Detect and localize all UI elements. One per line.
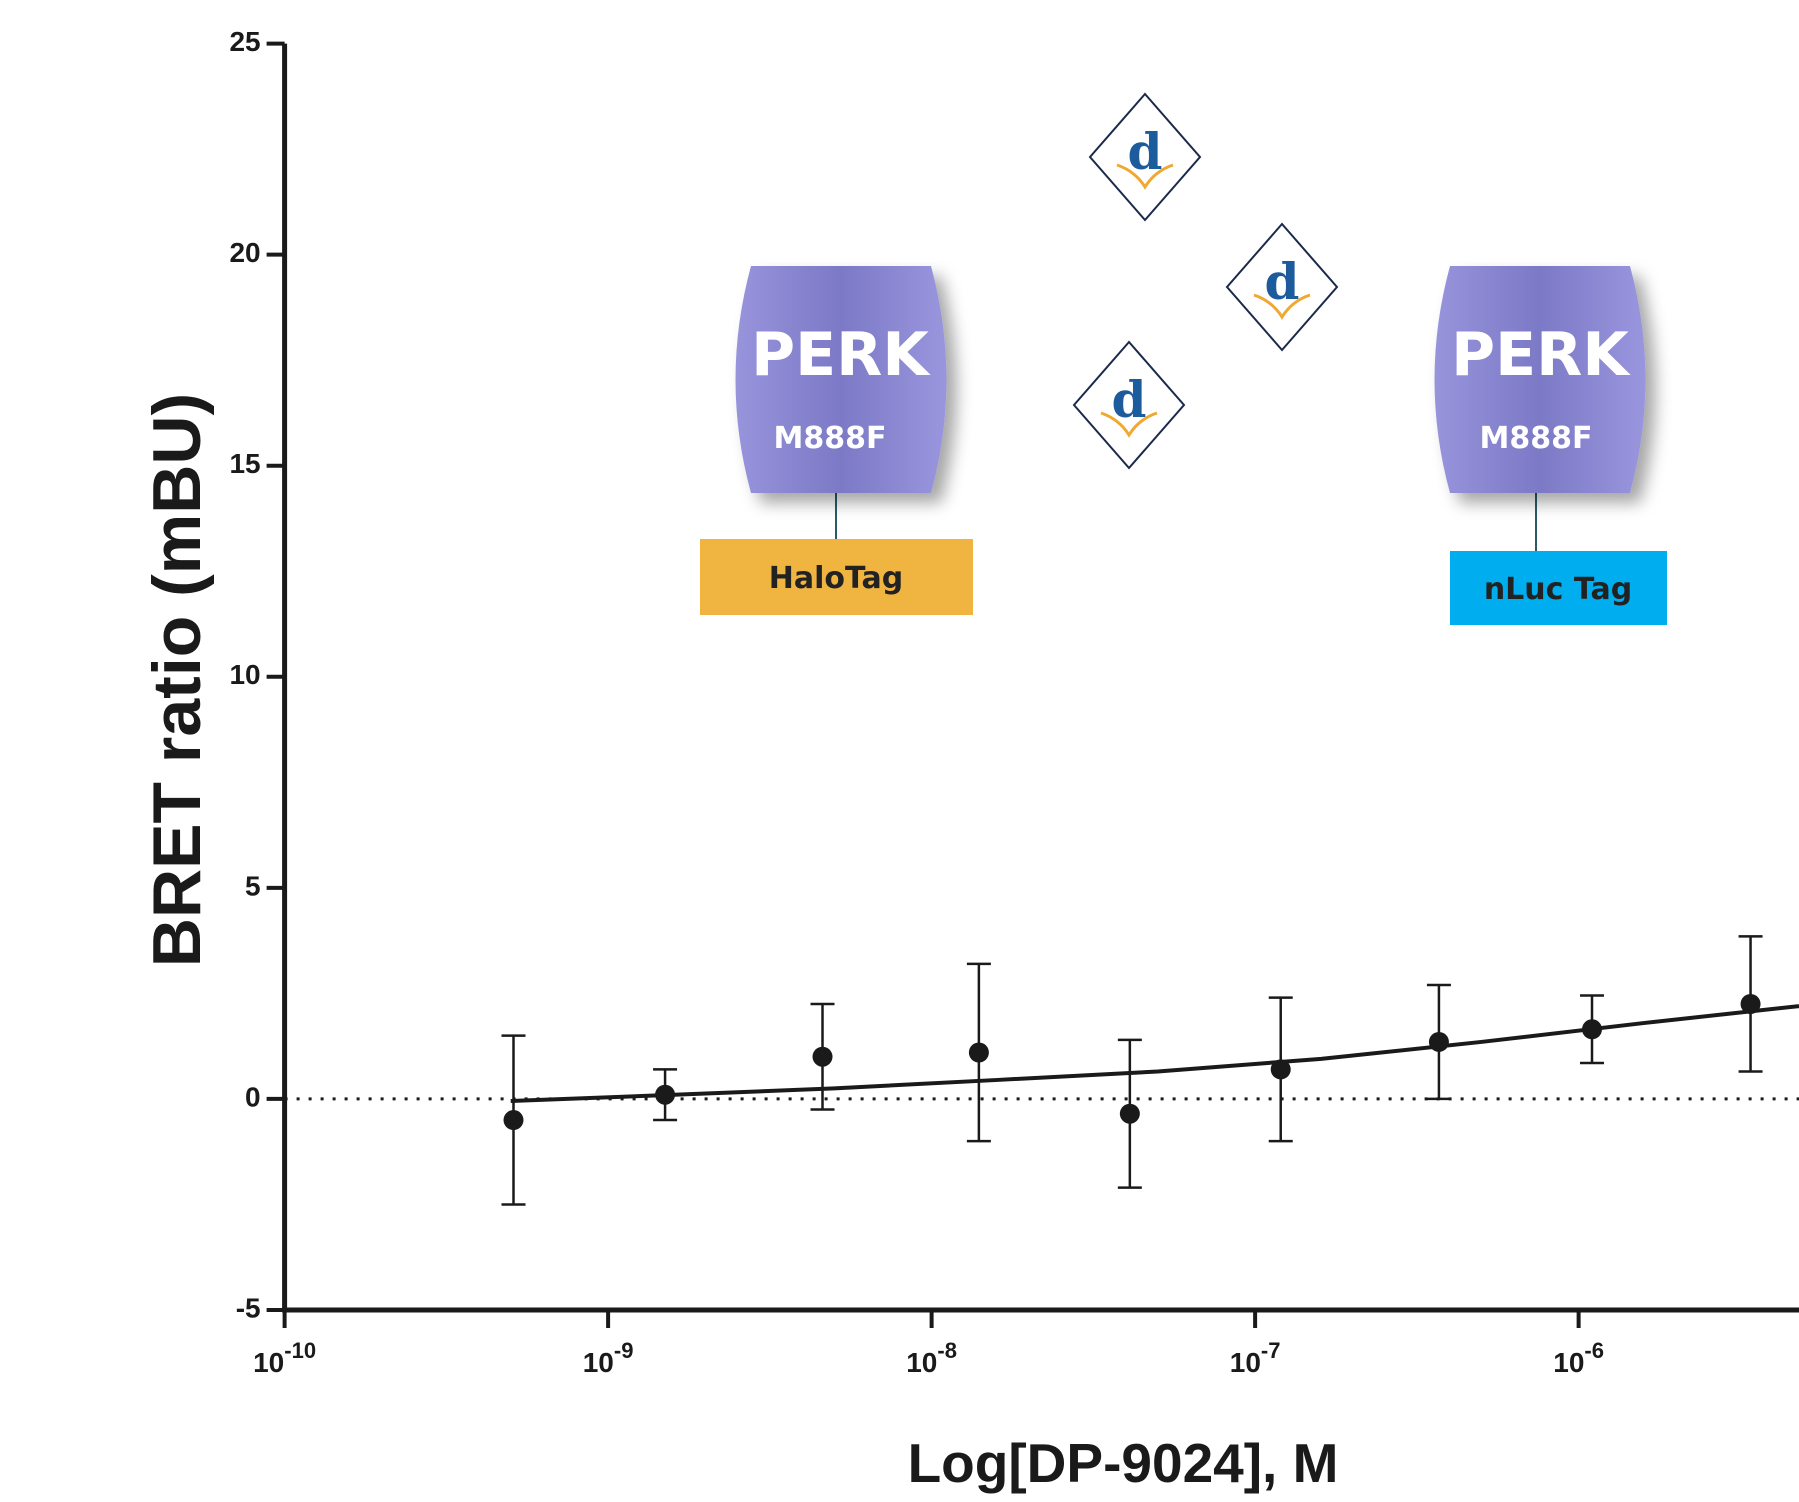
ligand-label: d: [1265, 252, 1300, 311]
point: [1119, 1103, 1140, 1124]
point: [655, 1084, 676, 1105]
y-tick-label: 25: [229, 26, 260, 57]
ligand-diamond: [1225, 222, 1339, 352]
y-axis-title: BRET ratio (mBU): [139, 393, 215, 967]
point: [1582, 1019, 1603, 1040]
ligand-diamond: [1088, 92, 1202, 222]
point: [968, 1042, 989, 1063]
protein-shape: [1434, 266, 1646, 493]
x-tick-label: 10-10: [253, 1338, 316, 1378]
ligand-swoosh: [1100, 411, 1158, 438]
point: [1740, 993, 1761, 1014]
protein-name: PERK: [1451, 320, 1631, 390]
ligand-swoosh: [1116, 163, 1174, 190]
tag-box: [1450, 551, 1667, 625]
point: [1428, 1031, 1449, 1052]
ligand-label: d: [1112, 370, 1147, 429]
y-tick-label: -5: [236, 1292, 261, 1323]
protein-mutation: M888F: [774, 421, 887, 456]
ligands: d d d: [1072, 92, 1339, 470]
x-tick-label: 10-6: [1553, 1338, 1604, 1378]
ligand-label: d: [1128, 122, 1163, 181]
tag-box: [700, 539, 973, 615]
diagram: PERK M888F HaloTag PERK M888F nLuc Tag: [700, 266, 1667, 625]
tag-label: nLuc Tag: [1484, 572, 1632, 607]
fit-curve: [510, 1004, 1799, 1104]
tag-label: HaloTag: [769, 561, 904, 596]
y-tick-label: 20: [229, 237, 260, 268]
x-tick-label: 10-8: [906, 1338, 957, 1378]
y-tick-label: 0: [245, 1081, 261, 1112]
ligand-diamond: [1072, 340, 1186, 470]
protein-mutation: M888F: [1480, 421, 1593, 456]
point: [1270, 1059, 1291, 1080]
y-tick-label: 5: [245, 870, 261, 901]
ligand-swoosh: [1253, 293, 1311, 320]
x-tick-label: 10-9: [583, 1338, 634, 1378]
x-axis-title: Log[DP-9024], M: [908, 1432, 1339, 1494]
x-tick-label: 10-7: [1230, 1338, 1281, 1378]
protein-name: PERK: [751, 320, 931, 390]
y-tick-label: 10: [229, 659, 260, 690]
protein-shape: [735, 266, 947, 493]
point: [503, 1110, 524, 1131]
point: [812, 1046, 833, 1067]
y-tick-label: 15: [229, 448, 260, 479]
